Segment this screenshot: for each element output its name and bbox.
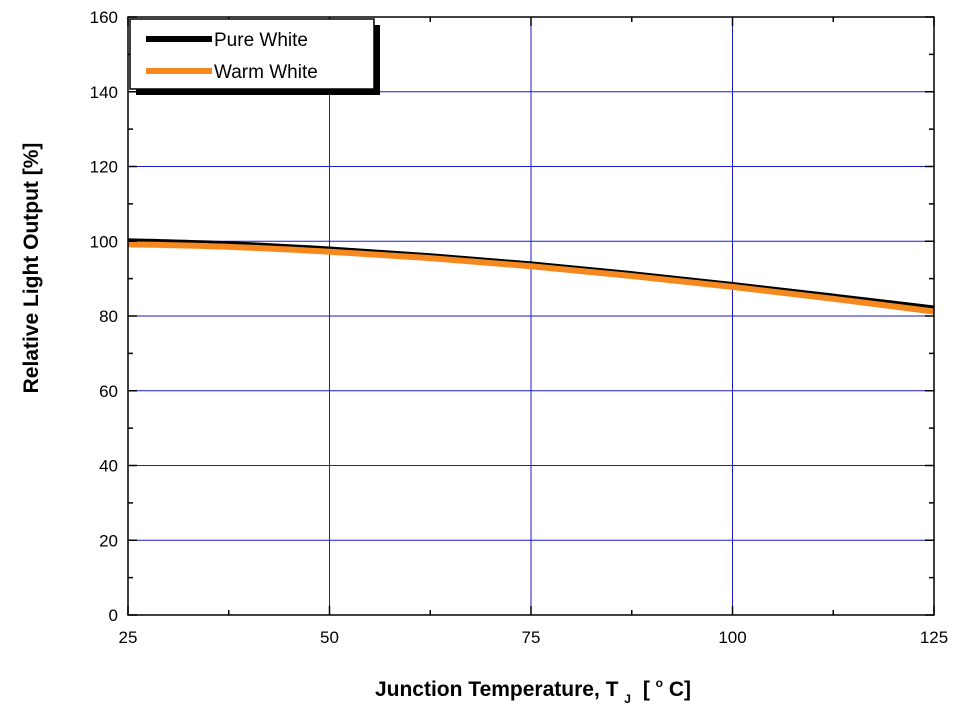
y-tick-label: 20 (99, 531, 118, 550)
x-axis-title-units-close: C] (669, 678, 691, 701)
legend-box (129, 18, 375, 90)
legend: Pure White Warm White (129, 18, 380, 95)
y-tick-label: 140 (90, 83, 118, 102)
y-tick-label: 80 (99, 307, 118, 326)
x-axis-title-subscript: J (624, 692, 631, 706)
x-axis-title: Junction Temperature, T J [ o C] (375, 669, 691, 708)
x-axis-title-main: Junction Temperature, T (375, 678, 619, 701)
x-axis-title-units-degree: o (656, 676, 663, 690)
x-tick-label: 125 (920, 628, 948, 647)
series-line-warm-white (127, 241, 935, 315)
x-axis-title-units-open: [ (643, 678, 650, 701)
x-tick-label: 50 (320, 628, 339, 647)
legend-label-warm-white: Warm White (214, 62, 318, 83)
axis-ticks: 25 50 75 100 125 0 20 40 60 80 100 120 140 160 (90, 8, 949, 647)
x-tick-label: 100 (718, 628, 746, 647)
x-tick-label: 75 (522, 628, 541, 647)
y-tick-label: 60 (99, 382, 118, 401)
y-tick-label: 40 (99, 457, 118, 476)
legend-label-pure-white: Pure White (214, 30, 308, 51)
y-tick-label: 120 (90, 158, 118, 177)
y-tick-label: 0 (109, 606, 118, 625)
y-tick-label: 100 (90, 232, 118, 251)
series-lines (127, 238, 935, 315)
y-axis-title: Relative Light Output [%] (20, 143, 43, 394)
grid-lines (128, 17, 934, 615)
x-tick-label: 25 (119, 628, 138, 647)
y-tick-label: 160 (90, 8, 118, 27)
